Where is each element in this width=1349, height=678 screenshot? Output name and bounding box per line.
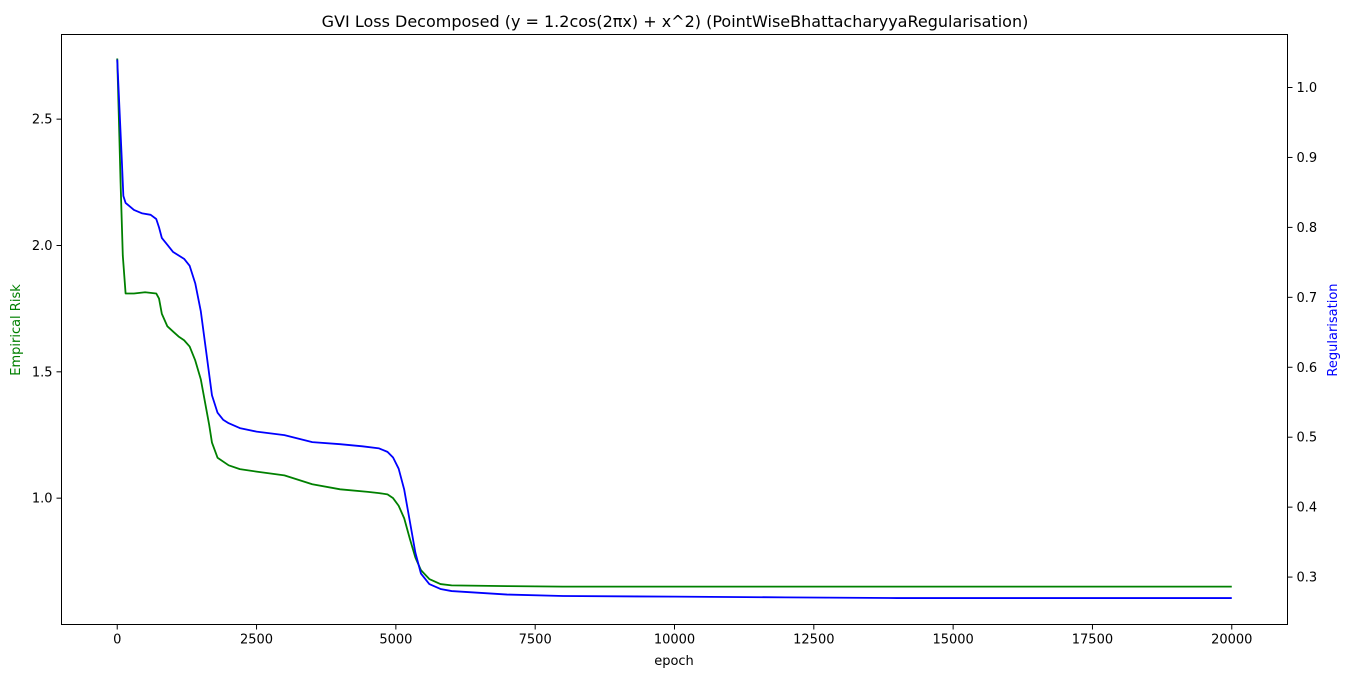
y-right-tick-label: 0.7	[1297, 291, 1318, 306]
x-axis: 0 2500 5000 7500 10000 12500 15000 17500 20000	[113, 624, 1252, 648]
y-axis-left: 1.0 1.5 2.0 2.5	[32, 113, 62, 507]
x-tick-label: 2500	[240, 633, 273, 648]
series-line-empirical-risk	[116, 58, 1232, 588]
x-tick-label: 20000	[1211, 633, 1252, 648]
y-right-tick-label: 0.8	[1297, 221, 1318, 236]
y-axis-right: 0.3 0.4 0.5 0.6 0.7 0.8 0.9 1.0	[1287, 81, 1318, 586]
y-left-tick-label: 2.0	[32, 239, 53, 254]
y-right-tick-label: 0.6	[1297, 361, 1318, 376]
x-tick-label: 0	[113, 633, 121, 648]
y-left-tick-label: 1.0	[32, 492, 53, 507]
y-axis-right-label: Regularisation	[1326, 283, 1341, 376]
y-right-tick-label: 1.0	[1297, 81, 1318, 96]
y-right-tick-label: 0.3	[1297, 571, 1318, 586]
x-tick-label: 7500	[519, 633, 552, 648]
x-tick-label: 12500	[793, 633, 834, 648]
x-tick-label: 5000	[379, 633, 412, 648]
x-tick-label: 10000	[654, 633, 695, 648]
y-left-tick-label: 2.5	[32, 113, 53, 128]
y-right-tick-label: 0.9	[1297, 151, 1318, 166]
series-layer	[116, 58, 1232, 599]
y-axis-left-label: Empirical Risk	[9, 284, 24, 376]
x-tick-label: 15000	[932, 633, 973, 648]
x-axis-label: epoch	[654, 654, 694, 669]
x-tick-label: 17500	[1072, 633, 1113, 648]
y-left-tick-label: 1.5	[32, 365, 53, 380]
chart-title: GVI Loss Decomposed (y = 1.2cos(2πx) + x…	[322, 12, 1029, 31]
y-right-tick-label: 0.4	[1297, 501, 1318, 516]
series-line-regularisation	[116, 59, 1232, 599]
y-right-tick-label: 0.5	[1297, 431, 1318, 446]
